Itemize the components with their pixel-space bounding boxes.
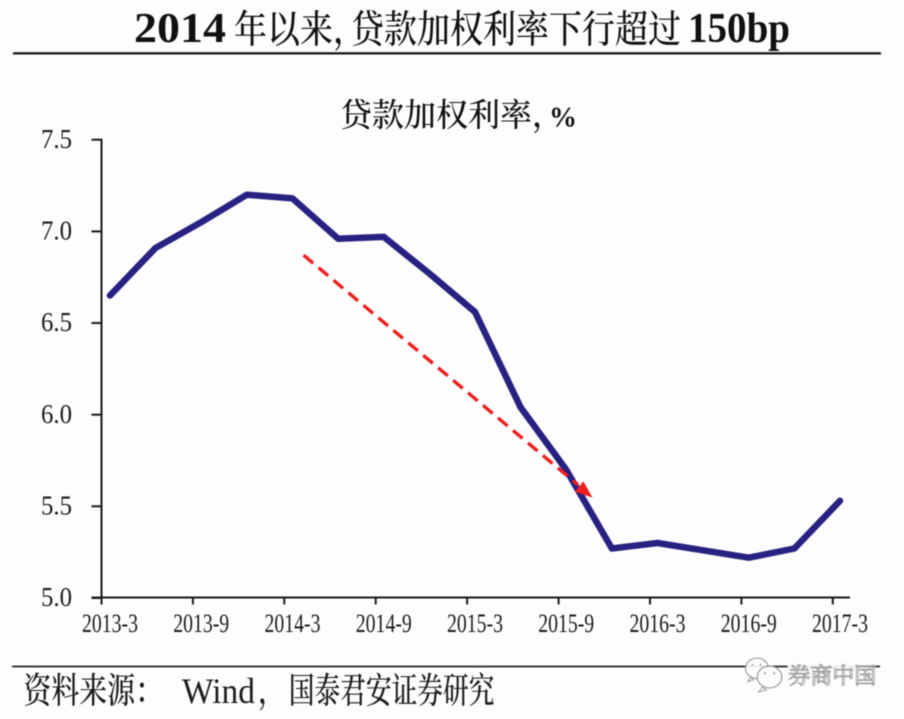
svg-text:150bp: 150bp xyxy=(688,6,790,52)
svg-text:%: % xyxy=(549,103,577,134)
svg-text:5.0: 5.0 xyxy=(41,582,72,612)
svg-text:2014-3: 2014-3 xyxy=(265,609,321,638)
svg-text:5.5: 5.5 xyxy=(41,491,72,521)
svg-text:7.5: 7.5 xyxy=(41,124,72,154)
svg-text:2013-3: 2013-3 xyxy=(82,609,138,638)
svg-text:2014: 2014 xyxy=(134,6,226,52)
svg-text:2013-9: 2013-9 xyxy=(173,609,229,638)
svg-text:7.0: 7.0 xyxy=(41,216,72,246)
svg-text:2016-9: 2016-9 xyxy=(721,609,777,638)
svg-text:2014-9: 2014-9 xyxy=(356,609,412,638)
svg-text:2016-3: 2016-3 xyxy=(630,609,686,638)
svg-text:6.0: 6.0 xyxy=(41,399,72,429)
svg-text:Wind: Wind xyxy=(182,671,255,711)
svg-text:2015-3: 2015-3 xyxy=(447,609,503,638)
svg-text:6.5: 6.5 xyxy=(41,307,72,337)
svg-text:2017-3: 2017-3 xyxy=(812,609,868,638)
svg-text:2015-9: 2015-9 xyxy=(538,609,594,638)
